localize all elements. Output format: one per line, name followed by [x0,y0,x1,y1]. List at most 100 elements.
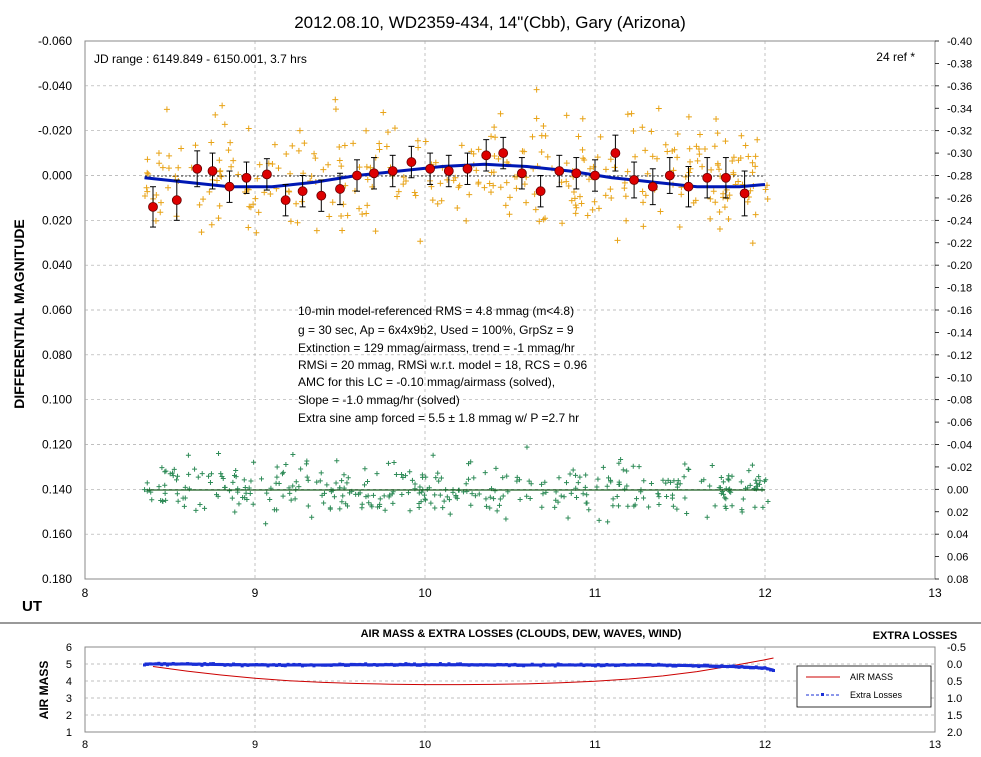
extra-losses-point [648,663,652,667]
extra-losses-point [415,663,419,667]
extra-losses-point [165,663,169,667]
y2-tick-label: -0.06 [947,417,972,429]
y-tick-label: 0.100 [42,393,72,407]
target-point [254,175,261,182]
target-point [575,133,582,140]
extra-losses-point [628,663,632,667]
check-point [365,493,371,499]
binned-point [647,181,658,192]
check-point [738,479,744,485]
extra-losses-point [593,664,597,668]
check-point [704,514,710,520]
y-tick-label: 2 [66,710,72,722]
y2-tick-label: -0.26 [947,193,972,205]
extra-losses-point [441,663,445,667]
check-point [405,490,411,496]
y2-tick-label: 0.06 [947,552,968,564]
check-point [370,492,376,498]
check-point [563,480,569,486]
target-point [206,188,213,195]
binned-point [664,170,675,181]
check-point [412,481,418,487]
extra-losses-point [694,664,698,668]
y-tick-label: 0.040 [42,258,72,272]
extra-losses-point [197,662,201,666]
target-point [490,182,497,189]
extra-losses-point [277,662,281,666]
y-tick-label: 0.080 [42,348,72,362]
extra-losses-point [657,662,661,666]
check-point [309,514,315,520]
x-tick-label: 9 [252,586,259,600]
check-point [500,493,506,499]
target-point [228,163,235,170]
extra-losses-point [714,665,718,669]
target-point [339,227,346,234]
extra-losses-point [516,663,520,667]
target-point [271,141,278,148]
extra-losses-point [625,663,629,667]
check-point [232,509,238,515]
target-point [586,176,593,183]
target-point [686,145,693,152]
check-point [416,490,422,496]
target-point [178,145,185,152]
y-tick-label: 4 [66,676,72,688]
check-point [492,488,498,494]
extra-losses-point [430,663,434,667]
extra-losses-point [280,664,284,668]
extra-losses-point [502,663,506,667]
extra-losses-point [232,662,236,666]
check-point [726,473,732,479]
check-point [356,491,362,497]
extra-losses-point [145,662,149,666]
extra-losses-point [180,662,184,666]
extra-losses-point [737,665,741,669]
check-point [387,492,393,498]
check-point [447,511,453,517]
check-point [674,484,680,490]
check-point [765,498,771,504]
check-point [669,495,675,501]
target-point [156,160,163,167]
target-point [269,161,276,168]
target-point [735,157,742,164]
main-y-axis-label: DIFFERENTIAL MAGNITUDE [11,219,27,409]
target-point [325,161,332,168]
y2-tick-label: -0.20 [947,260,972,272]
legend-losses-marker [821,693,824,696]
x-tick-label: 9 [252,739,258,751]
extra-losses-point [252,663,256,667]
target-point [722,138,729,145]
check-point [333,480,339,486]
check-point [206,473,212,479]
sub-grid [85,647,935,732]
target-point [363,127,370,134]
target-point [165,184,172,191]
check-point [540,491,546,497]
target-point [573,204,580,211]
extra-losses-point [407,662,411,666]
target-point [481,184,488,191]
binned-point [535,186,546,197]
target-point [391,125,398,132]
extra-losses-point [318,663,322,667]
check-point [527,495,533,501]
extra-losses-series [143,661,775,673]
binned-point [610,148,621,158]
extra-losses-point [395,663,399,667]
target-point [384,129,391,136]
target-point [649,153,656,160]
target-point [454,204,461,211]
target-point [293,200,300,207]
target-point [621,185,628,192]
check-point [472,493,478,499]
check-point [175,473,181,479]
y2-tick-label: -0.18 [947,283,972,295]
check-point [407,508,413,514]
extra-losses-point [272,663,276,667]
extra-losses-point [275,663,279,667]
extra-losses-point [507,664,511,668]
check-point [202,505,208,511]
target-point [602,166,609,173]
